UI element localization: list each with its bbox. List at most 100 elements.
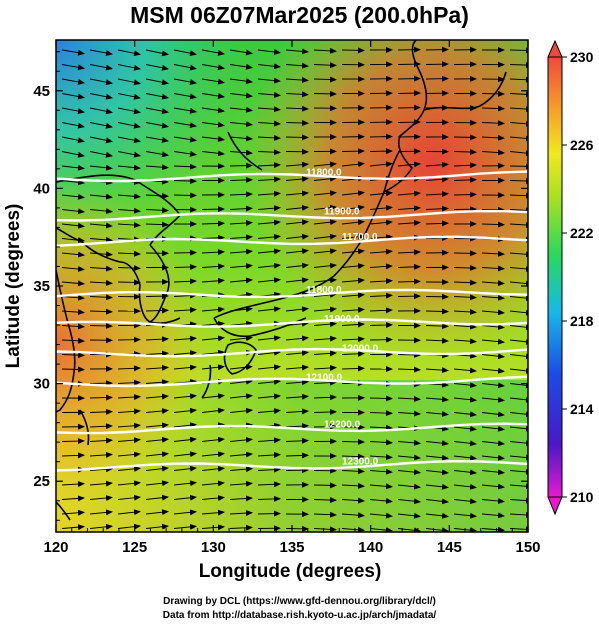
wind-arrow [397,410,421,417]
wind-arrow [229,407,253,414]
wind-arrow [425,527,449,532]
wind-arrow [61,208,85,215]
wind-arrow [341,482,365,489]
wind-arrow [285,408,309,415]
wind-arrow [341,321,365,328]
credit-data: Data from http://database.rish.kyoto-u.a… [162,610,437,621]
colorbar-tick-label: 210 [570,489,594,505]
wind-arrow [229,495,253,502]
wind-arrow [481,396,505,403]
wind-arrow [313,161,337,168]
wind-arrow [509,309,528,316]
wind-arrow [229,378,253,385]
wind-arrow [257,437,281,444]
wind-arrow [369,512,393,519]
wind-arrow [313,291,337,298]
wind-arrow [117,451,141,458]
wind-arrow [61,438,85,445]
wind-arrow [201,509,225,516]
wind-arrow [481,440,505,447]
wind-arrow [369,248,393,255]
colorbar-tick-label: 214 [570,401,594,417]
wind-arrow [145,192,169,199]
wind-arrow [453,512,477,519]
wind-arrow [201,393,225,400]
wind-arrow [509,150,528,157]
wind-arrow [285,233,309,240]
wind-arrow [285,204,309,211]
wind-arrow [173,263,197,270]
wind-arrow [229,205,253,212]
wind-arrow [313,233,337,240]
wind-arrow [481,221,505,228]
wind-arrow [201,78,225,85]
wind-arrow [229,393,253,400]
wind-arrow [117,379,141,386]
wind-arrow [257,219,281,226]
wind-arrow [509,251,528,258]
wind-arrow [369,278,393,285]
wind-arrow [285,349,309,356]
wind-arrow [285,161,309,168]
wind-arrow [509,106,528,113]
wind-arrow [481,483,505,490]
y-tick-label: 30 [33,376,50,393]
wind-arrow [425,483,449,490]
wind-arrow [257,364,281,371]
wind-arrow [341,497,365,504]
wind-arrow [369,497,393,504]
wind-arrow [509,192,528,199]
wind-arrow [89,222,113,229]
wind-arrow [61,49,85,56]
wind-arrow [453,279,477,286]
wind-arrow [117,523,141,530]
wind-arrow [89,107,113,115]
wind-arrow [229,92,253,99]
wind-arrow [425,512,449,519]
wind-arrow [481,469,505,476]
wind-arrow [313,511,337,518]
wind-arrow [89,466,113,473]
x-tick-label: 145 [437,539,462,556]
y-tick-label: 45 [33,83,50,100]
wind-arrow [117,122,141,129]
wind-arrow [145,151,169,158]
wind-arrow [201,451,225,458]
wind-arrow [481,382,505,389]
wind-arrow [173,49,197,57]
wind-arrow [285,120,309,127]
wind-arrow [313,526,337,532]
wind-arrow [313,175,337,182]
wind-arrow [201,150,225,157]
wind-arrow [173,451,197,458]
wind-arrow [509,396,528,403]
contour-label: 11900.0 [324,314,360,325]
wind-arrow [509,468,528,475]
wind-arrow [89,164,113,171]
wind-arrow [229,335,253,342]
wind-arrow [89,408,113,415]
y-tick-label: 40 [33,180,50,197]
wind-arrow [145,93,169,100]
wind-arrow [481,498,505,504]
contour-label: 12300.0 [342,457,379,468]
wind-arrow [173,364,197,371]
wind-arrow [89,265,113,272]
wind-arrow [61,151,85,158]
wind-arrow [257,120,281,127]
wind-arrow [117,480,141,487]
wind-arrow [341,262,365,269]
wind-arrow [369,133,393,140]
wind-arrow [117,222,141,229]
colorbar-tick-label: 226 [570,137,594,153]
wind-arrow [201,121,225,128]
wind-arrow [229,63,253,70]
wind-arrow [257,349,281,356]
y-tick-label: 25 [33,473,50,490]
wind-arrow [257,408,281,415]
wind-arrow [285,306,309,313]
wind-arrow [145,451,169,458]
wind-arrow [145,136,169,143]
wind-arrow [369,468,393,475]
